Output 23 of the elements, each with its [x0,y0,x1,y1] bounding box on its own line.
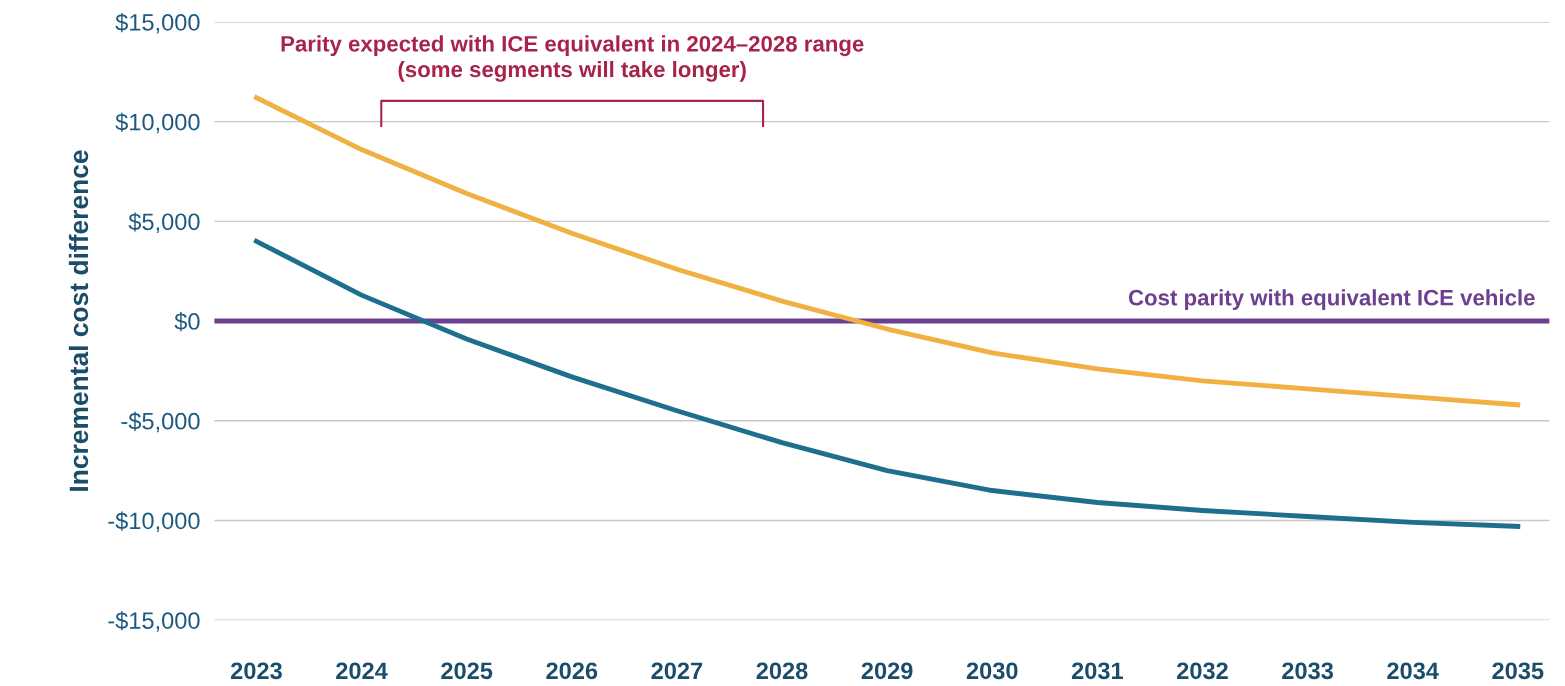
x-tick-label: 2028 [756,662,808,680]
y-tick-label: -$5,000 [121,411,200,433]
y-tick-label: $10,000 [115,112,200,134]
y-axis-title: Incremental cost difference [68,150,89,491]
annotation: Parity expected with ICE equivalent in 2024–2028 range (some segments will take longer) [281,35,864,82]
ref-line-label: Cost parity with equivalent ICE vehicle [1128,289,1535,310]
x-tick-label: 2024 [336,662,388,680]
x-tick-label: 2033 [1282,662,1333,680]
x-tick-label: 2035 [1492,662,1544,680]
x-tick-label: 2031 [1071,662,1123,680]
x-tick-label: 2026 [546,662,598,680]
x-tick-label: 2029 [861,662,913,680]
y-tick-label: $15,000 [115,13,200,34]
x-tick-label: 2023 [231,662,282,680]
x-tick-label: 2034 [1387,662,1439,680]
x-tick-label: 2027 [651,662,703,680]
x-tick-label: 2025 [441,662,493,680]
x-tick-label: 2030 [966,662,1018,680]
x-tick-label: 2032 [1177,662,1228,680]
y-tick-label: -$10,000 [108,511,200,533]
y-tick-label: $0 [174,312,200,332]
y-tick-label: $5,000 [128,212,200,233]
y-tick-label: -$15,000 [108,611,200,632]
